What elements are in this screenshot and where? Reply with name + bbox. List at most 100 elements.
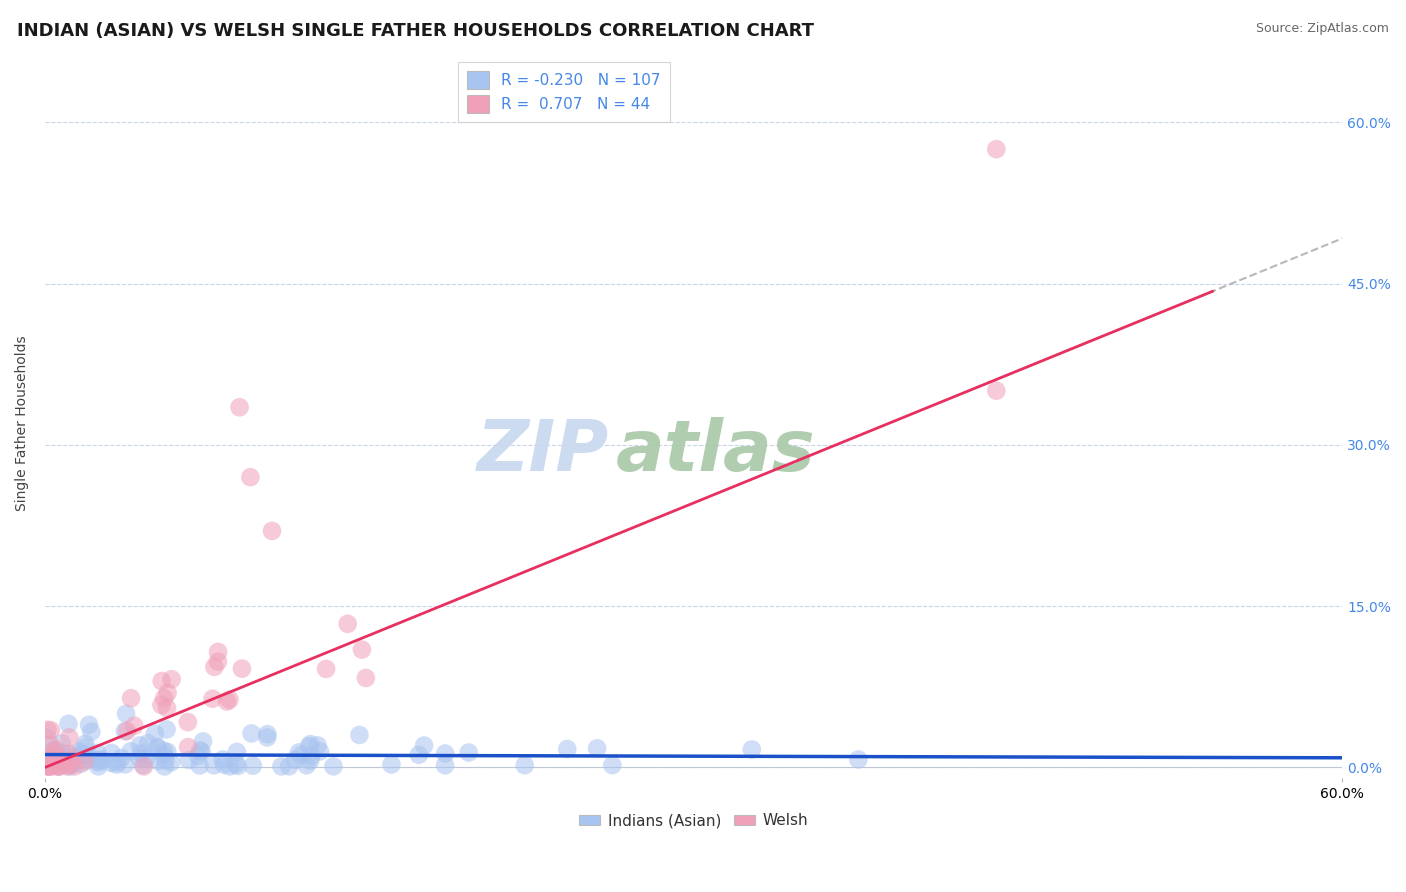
- Point: [207, 655, 229, 669]
- Point: [58, 747, 80, 761]
- Point: [207, 645, 229, 659]
- Point: [153, 759, 176, 773]
- Point: [41, 759, 63, 773]
- Point: [49, 756, 72, 770]
- Point: [256, 731, 278, 745]
- Point: [155, 754, 177, 768]
- Point: [309, 744, 332, 758]
- Point: [177, 753, 200, 767]
- Point: [48, 759, 70, 773]
- Point: [115, 724, 138, 739]
- Point: [41, 756, 63, 771]
- Point: [298, 739, 321, 754]
- Point: [315, 662, 337, 676]
- Point: [219, 759, 242, 773]
- Point: [295, 758, 318, 772]
- Point: [69, 749, 91, 764]
- Point: [62, 757, 84, 772]
- Point: [270, 759, 292, 773]
- Point: [155, 723, 177, 737]
- Point: [122, 719, 145, 733]
- Point: [231, 662, 253, 676]
- Point: [39, 723, 62, 738]
- Point: [45, 759, 67, 773]
- Point: [63, 759, 86, 773]
- Point: [44, 745, 66, 759]
- Point: [77, 718, 100, 732]
- Point: [150, 674, 173, 689]
- Point: [211, 752, 233, 766]
- Point: [132, 758, 155, 772]
- Point: [45, 751, 67, 765]
- Point: [58, 758, 80, 772]
- Point: [129, 746, 152, 760]
- Text: INDIAN (ASIAN) VS WELSH SINGLE FATHER HOUSEHOLDS CORRELATION CHART: INDIAN (ASIAN) VS WELSH SINGLE FATHER HO…: [17, 22, 814, 40]
- Point: [129, 739, 152, 753]
- Point: [120, 691, 142, 706]
- Point: [60, 749, 83, 764]
- Point: [39, 759, 62, 773]
- Text: ZIP: ZIP: [477, 417, 609, 486]
- Point: [225, 745, 247, 759]
- Point: [135, 751, 157, 765]
- Point: [39, 738, 62, 752]
- Point: [37, 748, 59, 763]
- Point: [146, 739, 169, 754]
- Point: [202, 660, 225, 674]
- Point: [513, 758, 536, 772]
- Point: [136, 736, 159, 750]
- Point: [110, 751, 132, 765]
- Point: [69, 745, 91, 759]
- Point: [86, 746, 108, 760]
- Point: [75, 748, 97, 763]
- Point: [146, 741, 169, 756]
- Point: [177, 715, 200, 730]
- Point: [191, 734, 214, 748]
- Point: [242, 758, 264, 772]
- Point: [87, 759, 110, 773]
- Point: [41, 744, 63, 758]
- Point: [457, 746, 479, 760]
- Point: [73, 755, 96, 769]
- Point: [299, 737, 322, 751]
- Point: [58, 731, 80, 745]
- Point: [153, 691, 176, 706]
- Point: [37, 759, 59, 773]
- Point: [100, 746, 122, 760]
- Point: [114, 724, 136, 739]
- Point: [37, 757, 59, 772]
- Point: [190, 745, 212, 759]
- Point: [79, 749, 101, 764]
- Point: [115, 706, 138, 721]
- Point: [152, 747, 174, 762]
- Point: [986, 384, 1008, 398]
- Point: [76, 752, 98, 766]
- Point: [349, 728, 371, 742]
- Point: [846, 752, 869, 766]
- Point: [80, 724, 103, 739]
- Point: [218, 692, 240, 706]
- Point: [380, 757, 402, 772]
- Point: [226, 759, 249, 773]
- Point: [37, 731, 59, 745]
- Point: [46, 751, 69, 765]
- Point: [741, 742, 763, 756]
- Point: [201, 691, 224, 706]
- Point: [51, 746, 73, 760]
- Text: atlas: atlas: [616, 417, 815, 486]
- Point: [75, 737, 97, 751]
- Point: [128, 751, 150, 765]
- Point: [602, 758, 624, 772]
- Point: [202, 758, 225, 772]
- Point: [336, 616, 359, 631]
- Point: [160, 672, 183, 686]
- Point: [143, 726, 166, 740]
- Point: [408, 747, 430, 762]
- Point: [70, 747, 93, 761]
- Point: [555, 742, 578, 756]
- Point: [49, 759, 72, 773]
- Point: [986, 142, 1008, 156]
- Point: [260, 524, 283, 538]
- Point: [100, 756, 122, 770]
- Point: [160, 756, 183, 770]
